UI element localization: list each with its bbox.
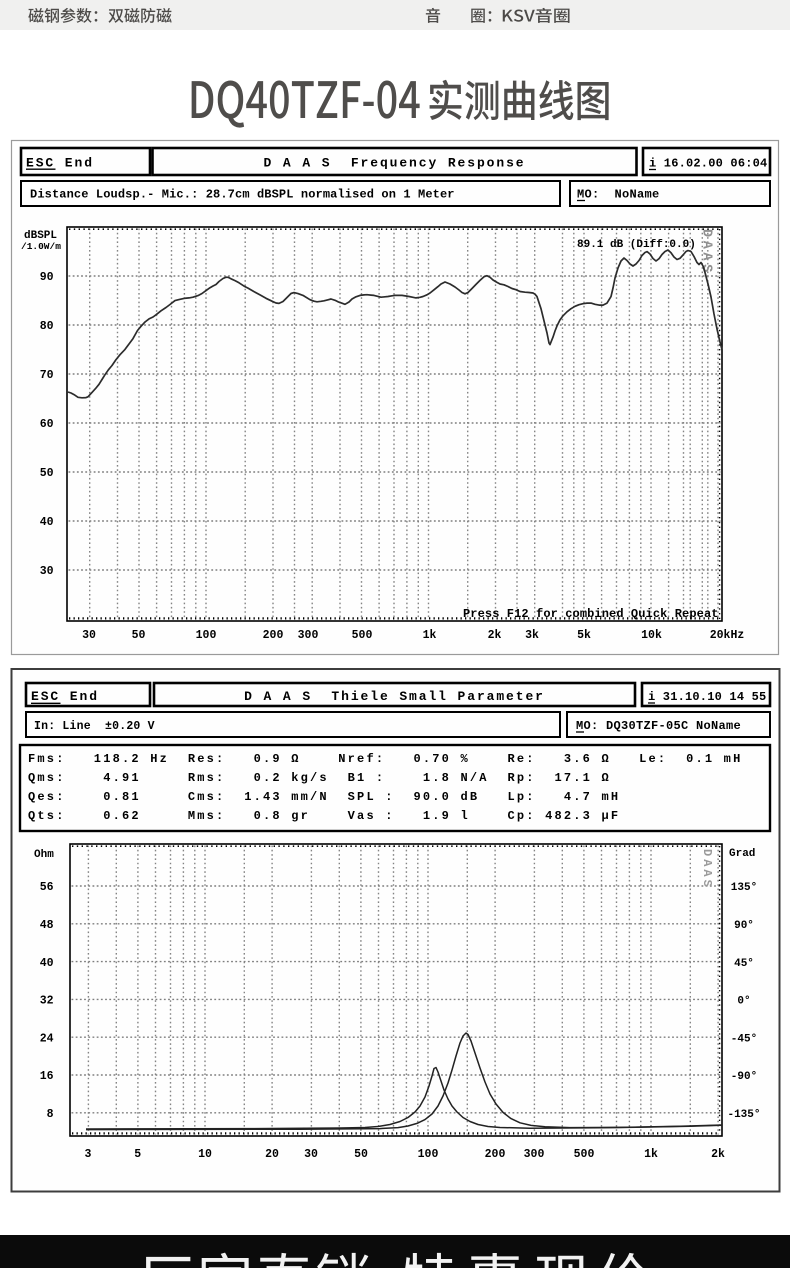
svg-text:50: 50 (40, 467, 54, 480)
svg-text:70: 70 (40, 369, 54, 382)
svg-text:0°: 0° (737, 996, 750, 1008)
svg-text:-135°: -135° (727, 1109, 760, 1121)
svg-text:In: Line ±0.20 V: In: Line ±0.20 V (34, 720, 155, 733)
svg-text:i 16.02.00 06:04: i 16.02.00 06:04 (649, 157, 767, 171)
svg-text:D A A S Frequency Response: D A A S Frequency Response (264, 156, 526, 171)
svg-text:Grad: Grad (729, 848, 755, 860)
svg-text:-90°: -90° (731, 1071, 757, 1083)
svg-text:i 31.10.10 14 55: i 31.10.10 14 55 (648, 690, 766, 704)
svg-text:135°: 135° (731, 882, 757, 894)
svg-text:80: 80 (40, 320, 54, 333)
svg-text:100: 100 (418, 1148, 439, 1161)
svg-text:2k: 2k (711, 1148, 725, 1161)
svg-text:Qts: 0.62 Mms: 0.8 gr: Qts: 0.62 Mms: 0.8 gr Vas : 1.9 l Cp: 48… (28, 809, 620, 823)
svg-text:56: 56 (40, 881, 54, 894)
svg-text:200: 200 (485, 1148, 506, 1161)
svg-text:5: 5 (134, 1148, 141, 1161)
svg-text:10k: 10k (641, 629, 662, 642)
svg-text:89.1 dB (Diff:0.0): 89.1 dB (Diff:0.0) (577, 239, 696, 251)
svg-text:10: 10 (198, 1148, 212, 1161)
svg-text:dBSPL: dBSPL (24, 230, 57, 242)
svg-text:50: 50 (354, 1148, 368, 1161)
svg-text:1k: 1k (644, 1148, 658, 1161)
svg-text:/1.0W/m: /1.0W/m (21, 241, 61, 252)
svg-text:Fms: 118.2 Hz Res: 0.9 Ω: Fms: 118.2 Hz Res: 0.9 Ω Nref: 0.70 % Re… (28, 752, 743, 766)
svg-text:90°: 90° (734, 920, 754, 932)
svg-text:30: 30 (82, 629, 96, 642)
svg-text:DAAS: DAAS (699, 229, 714, 276)
svg-text:40: 40 (40, 516, 54, 529)
svg-text:Ohm: Ohm (34, 849, 54, 861)
svg-text:30: 30 (40, 565, 54, 578)
svg-text:24: 24 (40, 1032, 54, 1045)
svg-text:3: 3 (85, 1148, 92, 1161)
svg-text:40: 40 (40, 957, 54, 970)
svg-text:ESC End: ESC End (31, 689, 99, 704)
svg-text:60: 60 (40, 418, 54, 431)
svg-text:8: 8 (47, 1108, 54, 1121)
svg-text:2k: 2k (488, 629, 502, 642)
svg-text:D A A S Thiele Small Paramete: D A A S Thiele Small Parameter (244, 689, 545, 704)
svg-text:30: 30 (304, 1148, 318, 1161)
svg-text:3k: 3k (525, 629, 539, 642)
svg-text:20: 20 (265, 1148, 279, 1161)
svg-text:16: 16 (40, 1070, 54, 1083)
svg-text:50: 50 (132, 629, 146, 642)
svg-text:Distance Loudsp.- Mic.: 28.7cm: Distance Loudsp.- Mic.: 28.7cm dBSPL nor… (30, 188, 455, 202)
svg-text:48: 48 (40, 919, 54, 932)
svg-text:500: 500 (574, 1148, 595, 1161)
svg-text:Press F12 for combined Quick R: Press F12 for combined Quick Repeat (463, 607, 719, 621)
svg-text:100: 100 (196, 629, 217, 642)
svg-text:Qms: 4.91 Rms: 0.2 kg: Qms: 4.91 Rms: 0.2 kg/s B1 : 1.8 N/A Rp:… (28, 771, 611, 785)
svg-text:MO: DQ30TZF-05C NoName: MO: DQ30TZF-05C NoName (576, 719, 741, 733)
svg-text:5k: 5k (577, 629, 591, 642)
svg-text:32: 32 (40, 995, 54, 1008)
svg-text:MO: NoName: MO: NoName (577, 188, 660, 202)
svg-text:500: 500 (352, 629, 373, 642)
svg-text:20kHz: 20kHz (710, 629, 745, 642)
svg-text:300: 300 (524, 1148, 545, 1161)
svg-text:DAAS: DAAS (700, 849, 714, 890)
svg-text:ESC End: ESC End (26, 156, 94, 171)
svg-text:300: 300 (298, 629, 319, 642)
svg-text:Qes: 0.81 Cms: 1.43 mm: Qes: 0.81 Cms: 1.43 mm/N SPL : 90.0 dB L… (28, 790, 620, 804)
svg-text:1k: 1k (423, 629, 437, 642)
svg-text:90: 90 (40, 271, 54, 284)
svg-text:200: 200 (263, 629, 284, 642)
svg-text:45°: 45° (734, 958, 754, 970)
svg-text:-45°: -45° (731, 1033, 757, 1045)
